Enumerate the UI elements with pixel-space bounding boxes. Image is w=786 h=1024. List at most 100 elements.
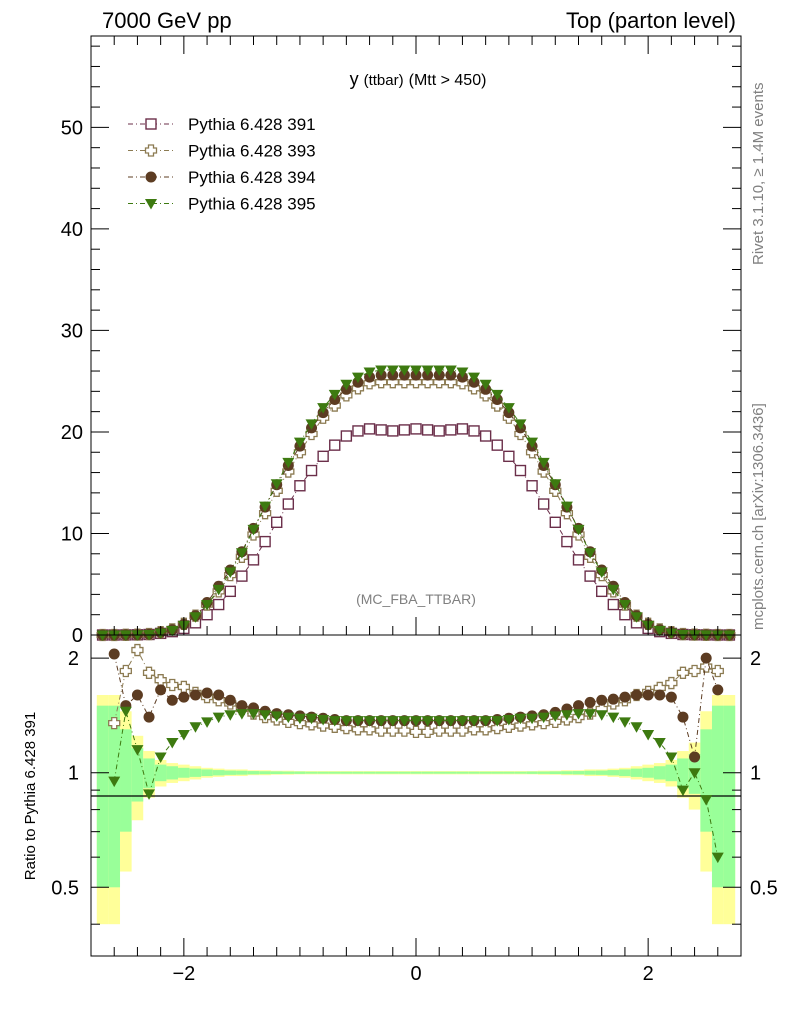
ratio-point [444,724,457,737]
ratio-point [525,718,539,731]
data-point [386,365,399,377]
series-0 [96,423,736,641]
ratio-ylabel: Ratio to Pythia 6.428 391 [22,712,39,880]
ratio-point [619,691,631,703]
ratio-point [491,716,504,727]
legend-marker [145,199,157,210]
legend-marker [144,144,158,157]
data-point [653,625,666,637]
ratio-point [166,678,179,692]
ratio-point [409,725,423,739]
data-point [201,600,214,611]
ratio-point [700,795,713,806]
data-point [294,480,306,492]
band-green [189,768,202,777]
ratio-point [665,752,678,763]
data-point [526,480,538,492]
ratio-point [537,716,550,730]
ratio-point [456,716,469,727]
y-tick-label: 30 [61,320,83,342]
data-point [723,630,736,641]
ratio-point [688,664,701,678]
band-green [549,771,562,775]
ratio-point [201,717,214,728]
band-green [491,771,504,774]
ratio-point [224,710,237,721]
ratio-series [108,643,724,864]
ratio-point [328,716,341,727]
data-point [363,423,376,435]
data-point [119,630,132,641]
data-point [375,424,387,436]
band-green [561,771,573,775]
ratio-point [351,723,365,736]
rivet-label: Rivet 3.1.10, ≥ 1.4M events [750,83,767,266]
data-point [444,365,457,377]
main-ticks: 0 10 20 30 40 50 [61,45,741,647]
ratio-point [595,710,608,721]
ratio-point [573,700,584,712]
band-green [445,771,457,774]
data-point [270,479,283,490]
band-green [665,764,678,782]
band-green [572,771,585,775]
ratio-point [108,776,121,788]
legend-label: Pythia 6.428 393 [188,142,316,161]
data-point [305,464,318,477]
data-point [340,430,353,442]
ratio-point [502,720,516,733]
band-green [166,766,179,780]
ratio-point [654,689,666,701]
ratio-point [270,711,283,722]
legend-label: Pythia 6.428 391 [188,115,316,134]
ratio-point [584,709,597,720]
data-point [607,584,620,596]
plot-title-main: y [350,69,359,89]
plot-title-sub: (ttbar) [364,72,404,89]
band-green [398,771,411,774]
data-point [212,584,225,596]
ratio-point [166,738,179,749]
data-point [375,365,388,377]
data-point [201,608,213,621]
band-green [677,758,689,789]
data-point [421,424,434,436]
data-point [618,600,631,611]
ratio-point [410,716,422,727]
band-green [247,771,260,775]
data-point [224,567,237,579]
ratio-point [711,852,724,864]
data-point [560,501,573,513]
legend-marker [145,118,157,130]
ratio-point [677,711,689,723]
band-green [305,771,318,774]
ratio-point [119,664,132,678]
band-green [212,770,225,776]
ratio-point [653,738,666,749]
data-point [293,437,306,449]
ratio-point [177,729,190,741]
legend-label: Pythia 6.428 394 [188,168,316,187]
y-tick-label: 50 [61,117,83,139]
data-point [317,450,329,463]
y-tick-label: 20 [61,422,83,444]
ratio-point [363,716,376,727]
ratio-point [526,713,539,725]
ratio-series-3 [108,706,724,864]
ratio-point [166,694,178,706]
legend: Pythia 6.428 391 Pythia 6.428 393 Pythia 6… [128,115,316,214]
ratio-point [131,689,143,701]
band-green [178,767,190,778]
data-point [561,535,573,548]
data-point [328,389,341,401]
ratio-point [676,785,689,797]
data-point [549,516,561,529]
band-green [468,771,480,774]
data-point [595,567,608,579]
data-point [619,608,631,621]
ratio-point [514,713,527,725]
x-tick-label: −2 [172,963,195,985]
ratio-point [433,716,446,727]
band-green [526,771,538,774]
series-3 [96,365,736,641]
